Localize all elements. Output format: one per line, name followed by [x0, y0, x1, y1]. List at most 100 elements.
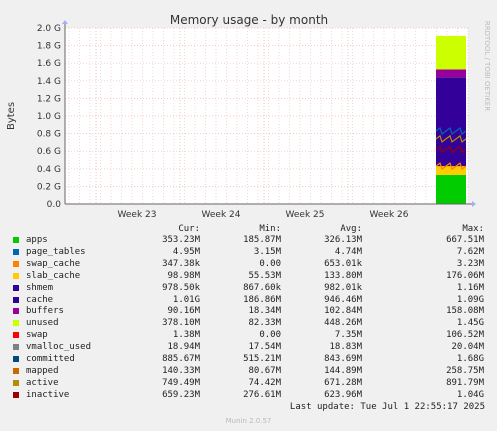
y-tick-label: 0.2 G: [37, 182, 61, 192]
header-min: Min:: [259, 224, 281, 234]
legend-min: 0.00: [259, 330, 281, 341]
legend-min: 0.00: [259, 258, 281, 269]
line-committed: [435, 126, 467, 135]
legend-cur: 1.38M: [172, 330, 200, 341]
watermark: RRDTOOL / TOBI OETIKER: [483, 21, 491, 111]
legend-cur: 353.23M: [162, 235, 200, 245]
legend-avg: 653.01k: [324, 258, 362, 269]
legend-swatch: [13, 379, 19, 386]
legend-max: 158.08M: [446, 306, 484, 317]
legend-min: 55.53M: [248, 270, 281, 281]
legend-min: 3.15M: [253, 246, 281, 257]
legend-name: shmem: [26, 282, 54, 293]
legend-cur: 140.33M: [162, 365, 200, 376]
legend-min: 185.87M: [243, 235, 281, 245]
line-active: [435, 134, 467, 143]
legend-max: 176.06M: [446, 270, 484, 281]
header-max: Max:: [462, 224, 484, 234]
legend-cur: 885.67M: [162, 354, 200, 364]
legend-row-vmalloc_used: vmalloc_used 18.94M 17.54M 18.83M 20.04M: [0, 342, 497, 354]
area-unused: [436, 35, 466, 70]
legend-swatch: [13, 260, 19, 267]
legend-row-slab_cache: slab_cache 98.98M 55.53M 133.80M 176.06M: [0, 271, 497, 283]
legend-swatch: [13, 356, 19, 362]
legend-avg: 946.46M: [324, 294, 362, 305]
legend-swatch: [13, 308, 19, 315]
x-tick-label: Week 26: [370, 210, 409, 220]
y-tick-label: 0.6 G: [37, 147, 61, 157]
y-tick-label: 1.8 G: [37, 42, 61, 52]
y-tick-label: 0.0: [47, 200, 62, 210]
legend-name: committed: [26, 354, 75, 364]
legend-swatch: [13, 344, 19, 351]
y-tick-label: 1.6 G: [37, 59, 61, 69]
line-mapped: [435, 162, 467, 171]
legend-min: 80.67M: [248, 365, 281, 376]
legend-cur: 90.16M: [167, 306, 200, 317]
legend-max: 891.79M: [446, 377, 484, 388]
legend-cur: 18.94M: [167, 342, 200, 353]
y-axis-arrow: [62, 20, 68, 24]
legend-avg: 623.96M: [324, 389, 362, 400]
last-update: Last update: Tue Jul 1 22:55:17 2025: [289, 402, 485, 412]
legend-min: 82.33M: [248, 318, 281, 329]
legend-row-inactive: inactive 659.23M 276.61M 623.96M 1.04G: [0, 390, 497, 402]
legend-row-mapped: mapped 140.33M 80.67M 144.89M 258.75M: [0, 366, 497, 378]
legend-cur: 978.50k: [162, 282, 200, 293]
legend-swatch: [13, 284, 19, 291]
area-apps: [436, 174, 466, 204]
legend-avg: 133.80M: [324, 270, 362, 281]
legend-name: swap_cache: [26, 258, 81, 269]
area-cache: [436, 77, 466, 167]
legend-name: page_tables: [26, 246, 86, 257]
line-inactive: [435, 145, 467, 154]
legend-swatch: [13, 332, 19, 339]
legend-min: 276.61M: [243, 389, 281, 400]
y-tick-label: 2.0 G: [37, 24, 61, 34]
legend-name: buffers: [26, 306, 64, 317]
legend-swatch: [13, 367, 19, 374]
legend-cur: 98.98M: [167, 270, 200, 281]
y-tick-label: 1.0 G: [37, 112, 61, 122]
legend-avg: 18.83M: [329, 342, 362, 353]
y-tick-label: 1.4 G: [37, 77, 61, 87]
legend-avg: 671.28M: [324, 377, 362, 388]
legend-row-shmem: shmem 978.50k 867.60k 982.01k 1.16M: [0, 283, 497, 295]
legend-swatch: [13, 296, 19, 303]
legend-name: inactive: [26, 389, 70, 400]
legend-name: slab_cache: [26, 270, 81, 281]
legend-max: 3.23M: [456, 258, 484, 269]
legend-cur: 659.23M: [162, 389, 200, 400]
legend-avg: 7.35M: [334, 330, 362, 341]
y-axis-label: Bytes: [6, 102, 17, 130]
legend-max: 1.16M: [456, 282, 484, 293]
legend-cur: 347.38k: [162, 258, 200, 269]
legend-name: unused: [26, 318, 59, 329]
legend-max: 1.68G: [456, 354, 484, 364]
x-tick-label: Week 24: [202, 210, 241, 220]
legend-name: mapped: [26, 365, 59, 376]
legend-swatch: [13, 391, 19, 398]
legend-avg: 4.74M: [334, 246, 362, 257]
legend-max: 7.62M: [456, 246, 484, 257]
legend-avg: 326.13M: [324, 235, 362, 245]
legend-max: 1.09G: [456, 294, 484, 305]
legend-max: 106.52M: [446, 330, 484, 341]
legend-max: 20.04M: [451, 342, 484, 353]
y-tick-label: 0.8 G: [37, 130, 61, 140]
x-tick-label: Week 25: [286, 210, 325, 220]
legend-min: 18.34M: [248, 306, 281, 317]
area-buffers: [436, 69, 466, 78]
legend-name: swap: [26, 330, 48, 341]
legend-row-page_tables: page_tables 4.95M 3.15M 4.74M 7.62M: [0, 247, 497, 259]
legend-cur: 378.10M: [162, 318, 200, 329]
legend-cur: 749.49M: [162, 377, 200, 388]
header-avg: Avg:: [340, 224, 362, 234]
legend-max: 1.04G: [456, 389, 484, 400]
legend-swatch: [13, 272, 19, 279]
legend-row-buffers: buffers 90.16M 18.34M 102.84M 158.08M: [0, 306, 497, 318]
legend-swatch: [13, 248, 19, 255]
legend-row-active: active 749.49M 74.42M 671.28M 891.79M: [0, 378, 497, 390]
